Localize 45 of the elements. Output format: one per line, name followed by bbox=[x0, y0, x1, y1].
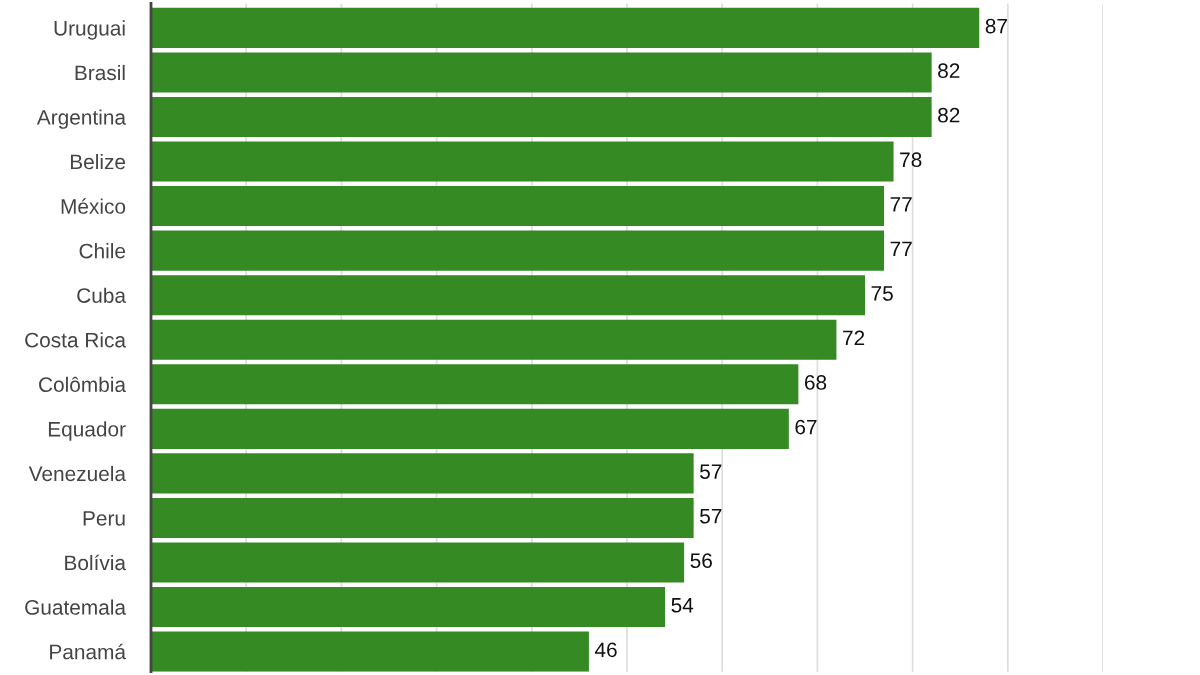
data-label: 56 bbox=[690, 553, 712, 569]
y-tick-label: Brasil bbox=[75, 64, 125, 81]
bar bbox=[151, 52, 932, 93]
data-label: 77 bbox=[890, 197, 912, 212]
data-label: 57 bbox=[700, 508, 722, 524]
bar bbox=[151, 453, 694, 494]
y-tick-label: México bbox=[61, 198, 126, 214]
data-label: 82 bbox=[938, 107, 960, 123]
bar bbox=[151, 230, 885, 271]
data-label: 87 bbox=[985, 18, 1007, 34]
y-tick-label: Equador bbox=[48, 421, 126, 441]
y-tick-label: Uruguai bbox=[54, 20, 125, 40]
bar bbox=[151, 631, 589, 672]
y-tick-label: Costa Rica bbox=[25, 332, 126, 348]
data-label: 77 bbox=[890, 241, 912, 257]
data-label: 72 bbox=[843, 330, 865, 346]
data-label: 54 bbox=[671, 598, 694, 613]
data-label: 57 bbox=[700, 464, 722, 479]
y-tick-label: Belize bbox=[70, 153, 126, 170]
bar bbox=[151, 542, 685, 583]
y-tick-label: Peru bbox=[83, 511, 125, 526]
bar bbox=[151, 319, 837, 360]
y-tick-label: Argentina bbox=[36, 109, 126, 129]
y-tick-label: Guatemala bbox=[25, 599, 127, 615]
bar bbox=[151, 96, 932, 138]
bar bbox=[151, 364, 799, 405]
bar bbox=[151, 141, 894, 182]
y-tick-label: Colômbia bbox=[39, 376, 126, 393]
data-label: 78 bbox=[900, 152, 922, 168]
bar bbox=[151, 7, 980, 48]
y-tick-label: Cuba bbox=[77, 287, 126, 303]
data-label: 46 bbox=[594, 642, 617, 658]
bar bbox=[151, 408, 789, 449]
bar bbox=[151, 586, 666, 628]
y-tick-label: Panamá bbox=[50, 643, 126, 660]
data-label: 68 bbox=[804, 375, 827, 390]
data-label: 75 bbox=[871, 286, 893, 301]
y-tick-label: Bolívia bbox=[65, 554, 126, 571]
y-tick-label: Venezuela bbox=[28, 465, 126, 482]
data-label: 67 bbox=[795, 419, 817, 435]
y-tick-label: Chile bbox=[79, 243, 126, 259]
bar bbox=[151, 275, 865, 316]
bar bbox=[151, 497, 694, 538]
data-label: 82 bbox=[938, 63, 960, 79]
bar bbox=[151, 186, 885, 227]
